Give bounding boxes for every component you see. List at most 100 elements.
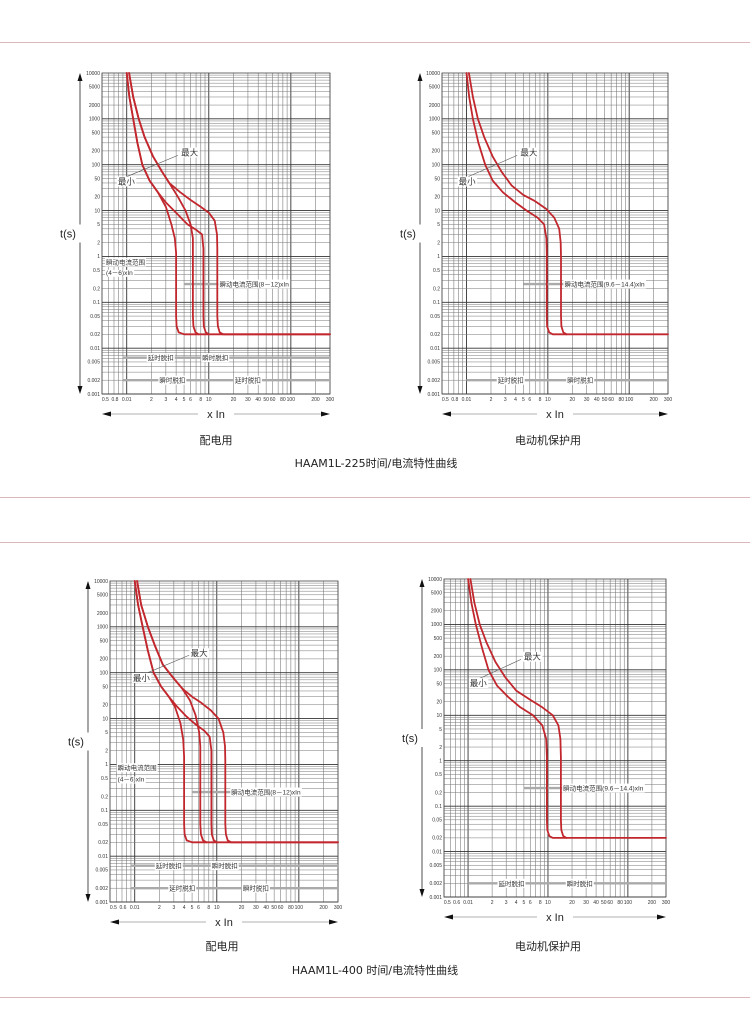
y-tick-label: 2000 xyxy=(429,103,440,109)
y-tick-label: 0.2 xyxy=(435,790,442,796)
arrow-right-icon xyxy=(329,919,338,925)
x-tick-label: 60 xyxy=(270,397,276,403)
arrow-up-icon xyxy=(417,73,423,81)
annotation-label: 瞬动电流范围(8－12)xIn xyxy=(219,280,289,289)
arrow-down-icon xyxy=(419,889,425,897)
x-tick-label: 5 xyxy=(523,900,526,906)
x-tick-label: 40 xyxy=(255,397,261,403)
x-tick-label: 3 xyxy=(505,900,508,906)
arrow-right-icon xyxy=(659,411,668,417)
y-tick-label: 0.05 xyxy=(90,314,100,320)
y-tick-label: 2 xyxy=(437,240,440,246)
curve-max-14.4xIn xyxy=(469,578,568,839)
y-tick-label: 50 xyxy=(434,176,440,182)
x-tick-label: 4 xyxy=(183,905,186,911)
x-tick-label: 2 xyxy=(158,905,161,911)
y-axis-label: t(s) xyxy=(400,229,416,241)
chart-caption-motor-225: 电动机保护用 xyxy=(515,434,581,447)
y-tick-label: 0.005 xyxy=(429,863,442,869)
y-tick-label: 200 xyxy=(100,657,109,663)
annotation-label: 最大 xyxy=(181,148,199,158)
x-tick-label: 10 xyxy=(545,900,551,906)
annotation-background xyxy=(233,375,262,385)
y-tick-label: 0.002 xyxy=(427,378,440,384)
x-axis-label: x In xyxy=(546,409,564,421)
annotation-background xyxy=(230,787,302,797)
y-tick-label: 20 xyxy=(436,699,442,705)
annotation-background xyxy=(522,651,543,662)
x-axis-label: x In xyxy=(546,912,564,924)
x-tick-label: 30 xyxy=(253,905,259,911)
x-tick-label: 30 xyxy=(245,397,251,403)
x-tick-label: 300 xyxy=(326,397,335,403)
y-tick-label: 0.02 xyxy=(432,836,442,842)
annotation-background xyxy=(562,783,645,793)
x-tick-label: 4 xyxy=(175,397,178,403)
y-tick-label: 0.5 xyxy=(433,268,440,274)
plot-frame xyxy=(443,578,667,898)
y-tick-label: 1000 xyxy=(429,117,440,123)
x-tick-label: 100 xyxy=(287,397,296,403)
x-tick-label: 40 xyxy=(263,905,269,911)
separator-section-1-bottom xyxy=(0,497,750,498)
arrow-down-icon xyxy=(417,386,423,394)
y-tick-label: 0.05 xyxy=(430,314,440,320)
annotation-leader-line xyxy=(479,659,522,679)
x-tick-label: 60 xyxy=(607,900,613,906)
arrow-left-icon xyxy=(444,914,453,920)
x-tick-label: 3 xyxy=(172,905,175,911)
arrow-up-icon xyxy=(77,73,83,81)
y-tick-label: 10000 xyxy=(426,71,440,77)
y-axis-label: t(s) xyxy=(402,733,418,745)
x-tick-label: 300 xyxy=(664,397,673,403)
annotation-label: 最小 xyxy=(133,673,151,683)
annotation-background xyxy=(496,375,525,385)
x-tick-label: 60 xyxy=(608,397,614,403)
chart-caption-distribution-225: 配电用 xyxy=(199,434,233,447)
annotation-background xyxy=(468,678,489,689)
annotation-label: 最大 xyxy=(520,148,538,158)
separator-bottom xyxy=(0,997,750,998)
annotation-background xyxy=(180,147,200,158)
x-tick-label: 10 xyxy=(545,397,551,403)
y-tick-label: 20 xyxy=(94,195,100,201)
y-tick-label: 0.005 xyxy=(427,360,440,366)
x-tick-label: 0.01 xyxy=(122,397,132,403)
annotation-label: 最小 xyxy=(118,176,136,186)
chart-4: 100005000200010005002001005020105210.50.… xyxy=(402,577,670,924)
y-tick-label: 0.02 xyxy=(430,332,440,338)
y-tick-label: 0.1 xyxy=(433,300,440,306)
x-tick-label: 5 xyxy=(522,397,525,403)
annotation-background xyxy=(519,147,539,158)
y-tick-label: 100 xyxy=(100,671,109,677)
chart-3: 100005000200010005002001005020105210.50.… xyxy=(68,579,342,929)
x-tick-label: 8 xyxy=(539,397,542,403)
annotation-background xyxy=(105,257,147,267)
x-tick-label: 5 xyxy=(183,397,186,403)
annotation-label: 最大 xyxy=(524,652,542,662)
y-tick-label: 100 xyxy=(432,163,441,169)
curve-min-4xIn xyxy=(125,72,331,336)
annotation-background xyxy=(131,672,152,683)
curve-max-6xIn xyxy=(136,580,208,844)
grid xyxy=(109,581,339,903)
y-tick-label: 0.2 xyxy=(93,286,100,292)
x-tick-label: 0.5 xyxy=(110,905,117,911)
x-tick-label: 4 xyxy=(514,397,517,403)
annotation-background xyxy=(457,176,478,187)
y-tick-label: 0.005 xyxy=(87,360,100,366)
x-tick-label: 3 xyxy=(164,397,167,403)
curve-max-12xIn xyxy=(128,72,331,336)
x-tick-label: 10 xyxy=(206,397,212,403)
y-tick-label: 0.001 xyxy=(95,900,108,906)
section-title-400: HAAM1L-400 时间/电流特性曲线 xyxy=(291,964,459,977)
y-tick-label: 0.05 xyxy=(98,822,108,828)
x-axis-label: x In xyxy=(207,409,225,421)
annotation-label: 瞬动电流范围 xyxy=(106,258,145,267)
y-tick-label: 0.1 xyxy=(435,804,442,810)
y-tick-label: 5000 xyxy=(431,590,442,596)
curve-max-12xIn xyxy=(136,580,339,844)
y-tick-label: 0.005 xyxy=(95,868,108,874)
annotation-background xyxy=(116,763,158,773)
y-axis-label: t(s) xyxy=(60,229,76,241)
